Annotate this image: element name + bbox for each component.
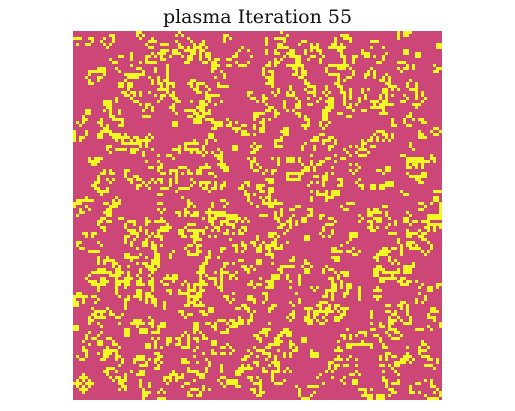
cell-grid-panel xyxy=(73,31,442,400)
figure-title: plasma Iteration 55 xyxy=(162,6,353,28)
cellular-automaton-grid xyxy=(73,31,442,400)
